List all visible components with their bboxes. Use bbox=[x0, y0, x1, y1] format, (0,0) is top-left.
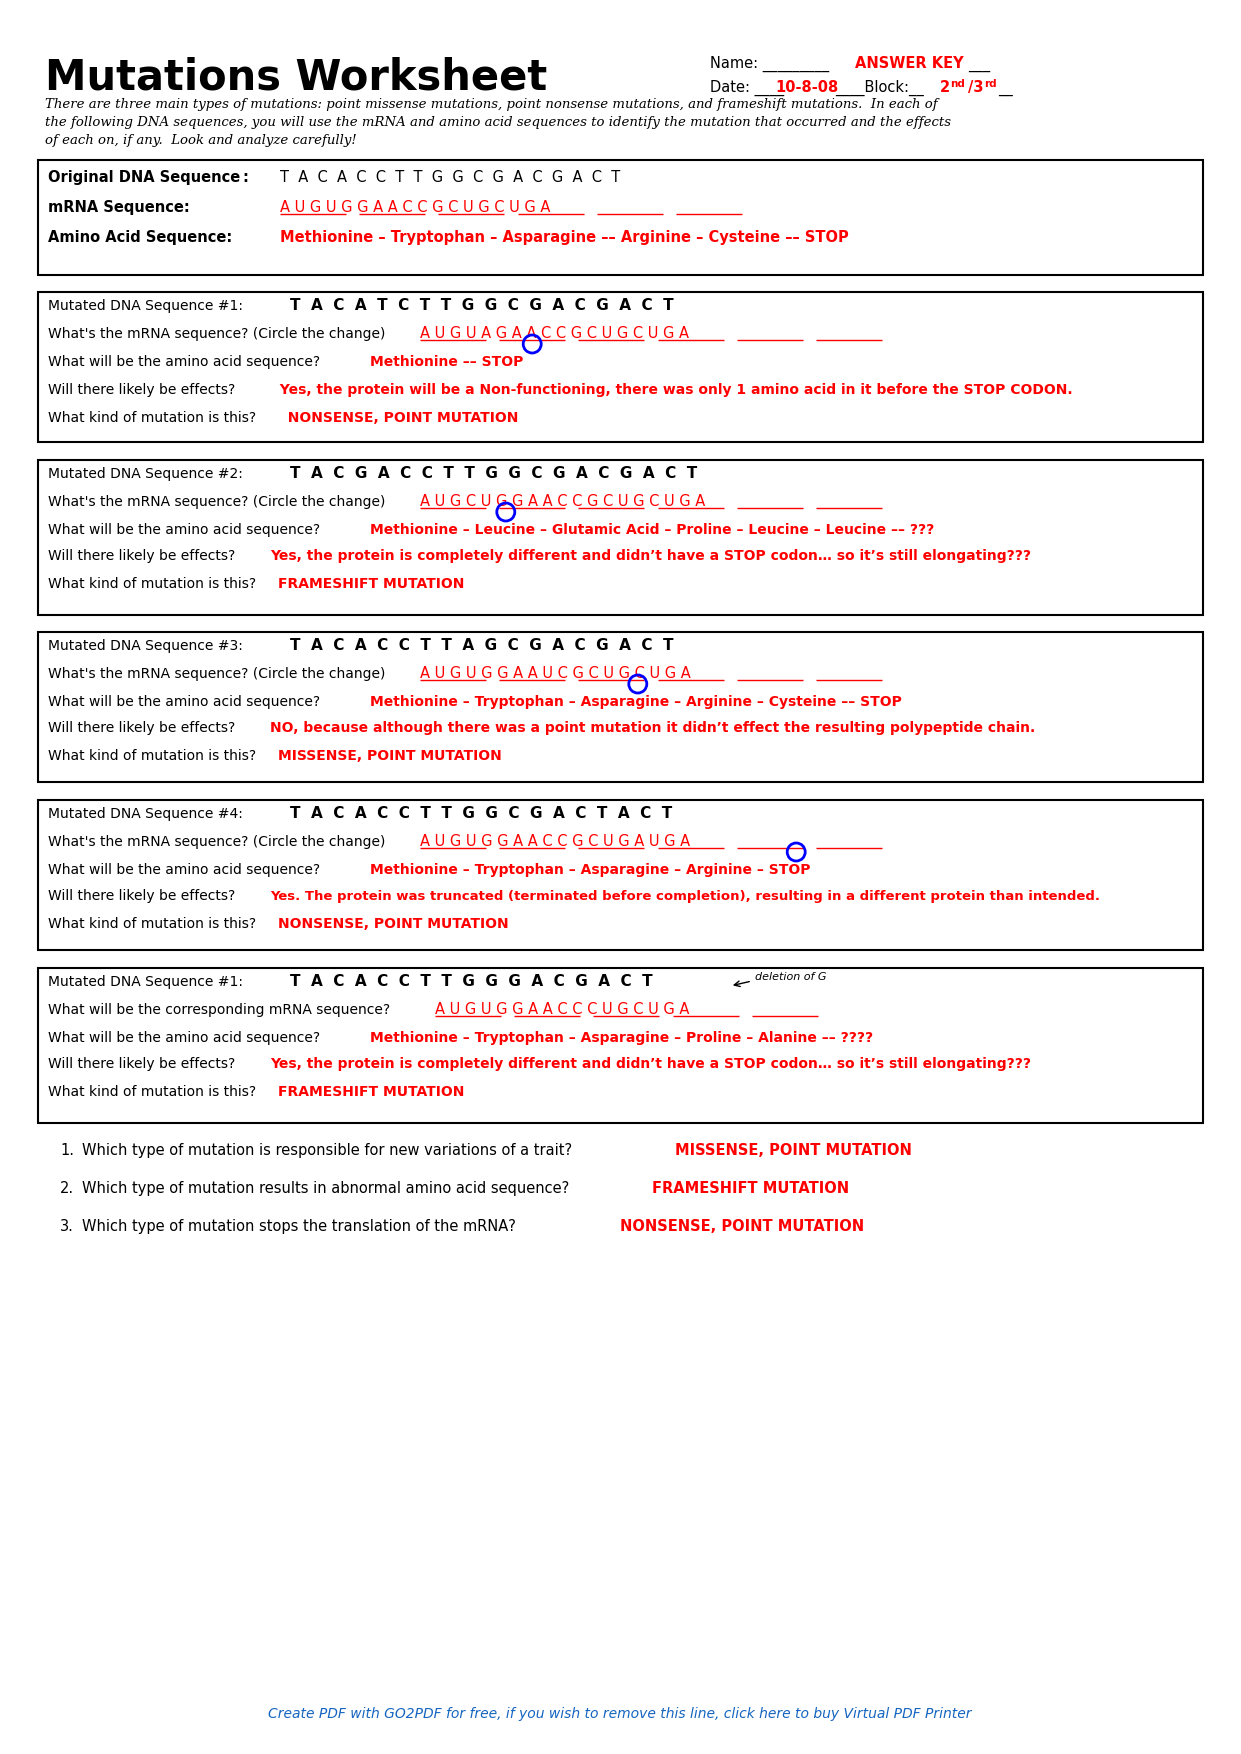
Text: rd: rd bbox=[984, 79, 997, 89]
Text: 3.: 3. bbox=[60, 1219, 74, 1235]
Text: Methionine – Leucine – Glutamic Acid – Proline – Leucine – Leucine –– ???: Methionine – Leucine – Glutamic Acid – P… bbox=[370, 523, 934, 537]
Text: Methionine –– STOP: Methionine –– STOP bbox=[370, 354, 524, 368]
Text: Will there likely be effects?: Will there likely be effects? bbox=[48, 721, 236, 735]
Text: NONSENSE, POINT MUTATION: NONSENSE, POINT MUTATION bbox=[278, 917, 509, 931]
Text: What's the mRNA sequence? (Circle the change): What's the mRNA sequence? (Circle the ch… bbox=[48, 667, 386, 681]
Text: 2.: 2. bbox=[60, 1180, 74, 1196]
Bar bbox=[38, 800, 1203, 951]
Text: What kind of mutation is this?: What kind of mutation is this? bbox=[48, 749, 256, 763]
Text: Mutated DNA Sequence #1:: Mutated DNA Sequence #1: bbox=[48, 975, 243, 989]
Text: Mutated DNA Sequence #2:: Mutated DNA Sequence #2: bbox=[48, 467, 243, 481]
Text: mRNA Sequence:: mRNA Sequence: bbox=[48, 200, 190, 216]
Text: What kind of mutation is this?: What kind of mutation is this? bbox=[48, 577, 256, 591]
Text: Which type of mutation stops the translation of the mRNA?: Which type of mutation stops the transla… bbox=[82, 1219, 516, 1235]
Text: NO, because although there was a point mutation it didn’t effect the resulting p: NO, because although there was a point m… bbox=[271, 721, 1035, 735]
Bar bbox=[38, 968, 1203, 1123]
Bar bbox=[38, 631, 1203, 782]
Text: nd: nd bbox=[951, 79, 964, 89]
Text: 1.: 1. bbox=[60, 1144, 74, 1158]
Text: Mutations Worksheet: Mutations Worksheet bbox=[45, 56, 547, 98]
Text: What kind of mutation is this?: What kind of mutation is this? bbox=[48, 1086, 256, 1100]
Text: T  A  C  A  T  C  T  T  G  G  C  G  A  C  G  A  C  T: T A C A T C T T G G C G A C G A C T bbox=[290, 298, 674, 312]
Text: What's the mRNA sequence? (Circle the change): What's the mRNA sequence? (Circle the ch… bbox=[48, 495, 386, 509]
Text: __: __ bbox=[998, 81, 1013, 96]
Text: ANSWER KEY: ANSWER KEY bbox=[855, 56, 963, 70]
Text: Mutated DNA Sequence #1:: Mutated DNA Sequence #1: bbox=[48, 298, 243, 312]
Text: Yes, the protein is completely different and didn’t have a STOP codon… so it’s s: Yes, the protein is completely different… bbox=[271, 549, 1031, 563]
Text: NONSENSE, POINT MUTATION: NONSENSE, POINT MUTATION bbox=[278, 410, 519, 424]
Text: Will there likely be effects?: Will there likely be effects? bbox=[48, 1058, 236, 1072]
Text: What kind of mutation is this?: What kind of mutation is this? bbox=[48, 917, 256, 931]
Text: A U G U G G A A C C G C U G C U G A: A U G U G G A A C C G C U G C U G A bbox=[280, 200, 550, 216]
Text: What kind of mutation is this?: What kind of mutation is this? bbox=[48, 410, 256, 424]
Text: T  A  C  G  A  C  C  T  T  G  G  C  G  A  C  G  A  C  T: T A C G A C C T T G G C G A C G A C T bbox=[290, 467, 697, 481]
Text: Methionine – Tryptophan – Asparagine – Arginine – Cysteine –– STOP: Methionine – Tryptophan – Asparagine – A… bbox=[370, 695, 902, 709]
Text: What will be the corresponding mRNA sequence?: What will be the corresponding mRNA sequ… bbox=[48, 1003, 390, 1017]
Bar bbox=[38, 460, 1203, 616]
Text: 10-8-08: 10-8-08 bbox=[774, 81, 838, 95]
Text: Yes, the protein is completely different and didn’t have a STOP codon… so it’s s: Yes, the protein is completely different… bbox=[271, 1058, 1031, 1072]
Text: A U G U G G A A U C G C U G C U G A: A U G U G G A A U C G C U G C U G A bbox=[419, 667, 691, 681]
Text: /3: /3 bbox=[968, 81, 984, 95]
Text: Name: _________: Name: _________ bbox=[710, 56, 829, 72]
Text: Methionine – Tryptophan – Asparagine – Proline – Alanine –– ????: Methionine – Tryptophan – Asparagine – P… bbox=[370, 1031, 874, 1045]
Text: What's the mRNA sequence? (Circle the change): What's the mRNA sequence? (Circle the ch… bbox=[48, 835, 386, 849]
Text: What's the mRNA sequence? (Circle the change): What's the mRNA sequence? (Circle the ch… bbox=[48, 326, 386, 340]
Text: Will there likely be effects?: Will there likely be effects? bbox=[48, 889, 236, 903]
Text: T  A  C  A  C  C  T  T  A  G  C  G  A  C  G  A  C  T: T A C A C C T T A G C G A C G A C T bbox=[290, 638, 674, 652]
Text: There are three main types of mutations: point missense mutations, point nonsens: There are three main types of mutations:… bbox=[45, 98, 938, 111]
Text: Which type of mutation is responsible for new variations of a trait?: Which type of mutation is responsible fo… bbox=[82, 1144, 572, 1158]
Text: FRAMESHIFT MUTATION: FRAMESHIFT MUTATION bbox=[278, 1086, 464, 1100]
Text: Will there likely be effects?: Will there likely be effects? bbox=[48, 382, 236, 396]
Text: FRAMESHIFT MUTATION: FRAMESHIFT MUTATION bbox=[652, 1180, 849, 1196]
Text: ___: ___ bbox=[968, 58, 990, 72]
Text: Original DNA Sequence: Original DNA Sequence bbox=[48, 170, 241, 184]
Text: MISSENSE, POINT MUTATION: MISSENSE, POINT MUTATION bbox=[675, 1144, 912, 1158]
Text: FRAMESHIFT MUTATION: FRAMESHIFT MUTATION bbox=[278, 577, 464, 591]
Text: ____Block:__: ____Block:__ bbox=[835, 81, 923, 96]
Text: T  A  C  A  C  C  T  T  G  G  G  A  C  G  A  C  T: T A C A C C T T G G G A C G A C T bbox=[290, 973, 653, 989]
Text: the following DNA sequences, you will use the mRNA and amino acid sequences to i: the following DNA sequences, you will us… bbox=[45, 116, 951, 130]
Text: T  A  C  A  C  C  T  T  G  G  C  G  A  C  G  A  C  T: T A C A C C T T G G C G A C G A C T bbox=[280, 170, 620, 184]
Text: Methionine – Tryptophan – Asparagine –– Arginine – Cysteine –– STOP: Methionine – Tryptophan – Asparagine –– … bbox=[280, 230, 849, 246]
Text: NONSENSE, POINT MUTATION: NONSENSE, POINT MUTATION bbox=[620, 1219, 864, 1235]
Text: Mutated DNA Sequence #4:: Mutated DNA Sequence #4: bbox=[48, 807, 243, 821]
Text: What will be the amino acid sequence?: What will be the amino acid sequence? bbox=[48, 695, 320, 709]
Text: Mutated DNA Sequence #3:: Mutated DNA Sequence #3: bbox=[48, 638, 243, 652]
Text: deletion of G: deletion of G bbox=[755, 972, 827, 982]
Text: A U G U G G A A C C C U G C U G A: A U G U G G A A C C C U G C U G A bbox=[436, 1002, 689, 1017]
Text: T  A  C  A  C  C  T  T  G  G  C  G  A  C  T  A  C  T: T A C A C C T T G G C G A C T A C T bbox=[290, 807, 673, 821]
Text: Amino Acid Sequence:: Amino Acid Sequence: bbox=[48, 230, 232, 246]
Text: :: : bbox=[242, 170, 248, 184]
Text: A U G U G G A A C C G C U G A U G A: A U G U G G A A C C G C U G A U G A bbox=[419, 833, 690, 849]
Text: A U G U A G A A C C G C U G C U G A: A U G U A G A A C C G C U G C U G A bbox=[419, 326, 689, 340]
Text: MISSENSE, POINT MUTATION: MISSENSE, POINT MUTATION bbox=[278, 749, 501, 763]
Text: What will be the amino acid sequence?: What will be the amino acid sequence? bbox=[48, 863, 320, 877]
Text: Yes, the protein will be a Non-functioning, there was only 1 amino acid in it be: Yes, the protein will be a Non-functioni… bbox=[271, 382, 1072, 396]
Text: Which type of mutation results in abnormal amino acid sequence?: Which type of mutation results in abnorm… bbox=[82, 1180, 570, 1196]
Bar bbox=[38, 291, 1203, 442]
Text: What will be the amino acid sequence?: What will be the amino acid sequence? bbox=[48, 523, 320, 537]
Bar bbox=[38, 160, 1203, 275]
Text: What will be the amino acid sequence?: What will be the amino acid sequence? bbox=[48, 1031, 320, 1045]
Text: A U G C U G G A A C C G C U G C U G A: A U G C U G G A A C C G C U G C U G A bbox=[419, 495, 705, 509]
Text: What will be the amino acid sequence?: What will be the amino acid sequence? bbox=[48, 354, 320, 368]
Text: Yes. The protein was truncated (terminated before completion), resulting in a di: Yes. The protein was truncated (terminat… bbox=[271, 889, 1100, 903]
Text: of each on, if any.  Look and analyze carefully!: of each on, if any. Look and analyze car… bbox=[45, 133, 356, 147]
Text: Date: ____: Date: ____ bbox=[710, 81, 784, 96]
Text: 2: 2 bbox=[939, 81, 951, 95]
Text: Create PDF with GO2PDF for free, if you wish to remove this line, click here to : Create PDF with GO2PDF for free, if you … bbox=[268, 1707, 972, 1721]
Text: Methionine – Tryptophan – Asparagine – Arginine – STOP: Methionine – Tryptophan – Asparagine – A… bbox=[370, 863, 810, 877]
Text: Will there likely be effects?: Will there likely be effects? bbox=[48, 549, 236, 563]
